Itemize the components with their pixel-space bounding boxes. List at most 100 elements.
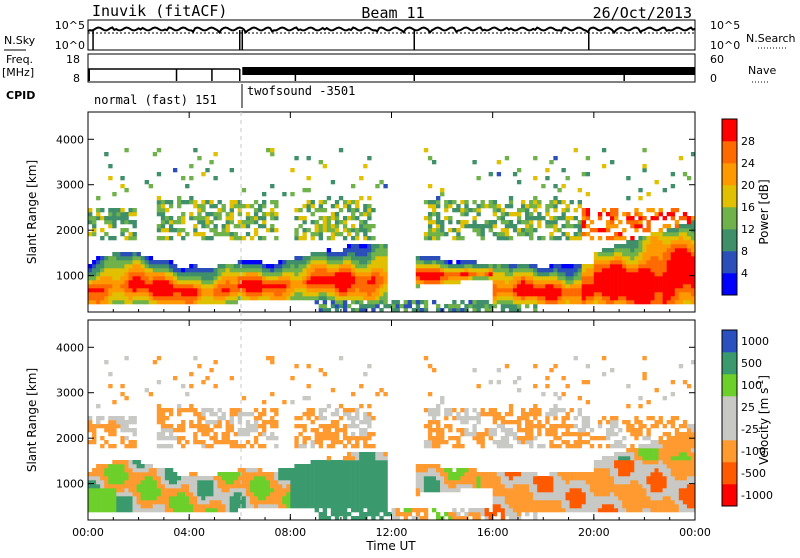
heatmap-cell (108, 472, 112, 476)
heatmap-cell (675, 232, 679, 236)
heatmap-cell (141, 496, 145, 500)
heatmap-cell (120, 508, 124, 512)
heatmap-cell (594, 256, 598, 260)
heatmap-cell (359, 428, 363, 432)
heatmap-cell (197, 420, 201, 424)
heatmap-cell (432, 408, 436, 412)
heatmap-cell (634, 240, 638, 244)
heatmap-cell (533, 228, 537, 232)
heatmap-cell (193, 296, 197, 300)
heatmap-cell (614, 420, 618, 424)
heatmap-cell (396, 512, 400, 516)
heatmap-cell (351, 452, 355, 456)
heatmap-cell (606, 288, 610, 292)
heatmap-cell (570, 472, 574, 476)
heatmap-cell (667, 472, 671, 476)
heatmap-cell (586, 380, 590, 384)
heatmap-cell (505, 232, 509, 236)
heatmap-cell (663, 460, 667, 464)
heatmap-cell (351, 280, 355, 284)
heatmap-cell (424, 300, 428, 304)
heatmap-cell (133, 236, 137, 240)
nsky-tick-top: 10^5 (55, 19, 85, 32)
heatmap-cell (367, 432, 371, 436)
heatmap-cell (574, 356, 578, 360)
heatmap-cell (193, 412, 197, 416)
heatmap-cell (157, 280, 161, 284)
heatmap-cell (307, 500, 311, 504)
heatmap-cell (497, 216, 501, 220)
heatmap-cell (602, 484, 606, 488)
heatmap-cell (112, 508, 116, 512)
heatmap-cell (594, 296, 598, 300)
heatmap-cell (626, 252, 630, 256)
heatmap-cell (481, 300, 485, 304)
heatmap-cell (590, 236, 594, 240)
heatmap-cell (594, 252, 598, 256)
heatmap-cell (157, 404, 161, 408)
heatmap-cell (549, 480, 553, 484)
heatmap-cell (667, 456, 671, 460)
heatmap-cell (428, 476, 432, 480)
heatmap-cell (598, 420, 602, 424)
heatmap-cell (100, 268, 104, 272)
heatmap-cell (659, 492, 663, 496)
heatmap-cell (642, 496, 646, 500)
heatmap-cell (444, 488, 448, 492)
heatmap-cell (440, 280, 444, 284)
heatmap-cell (606, 280, 610, 284)
heatmap-cell (679, 284, 683, 288)
heatmap-cell (667, 268, 671, 272)
heatmap-cell (193, 204, 197, 208)
heatmap-cell (533, 412, 537, 416)
heatmap-cell (529, 204, 533, 208)
heatmap-cell (525, 496, 529, 500)
heatmap-cell (367, 500, 371, 504)
heatmap-cell (468, 512, 472, 516)
heatmap-cell (683, 256, 687, 260)
heatmap-cell (513, 212, 517, 216)
heatmap-cell (145, 468, 149, 472)
heatmap-cell (185, 268, 189, 272)
heatmap-cell (124, 424, 128, 428)
heatmap-cell (424, 464, 428, 468)
heatmap-cell (250, 284, 254, 288)
heatmap-cell (327, 296, 331, 300)
heatmap-cell (258, 208, 262, 212)
heatmap-cell (157, 300, 161, 304)
heatmap-cell (145, 256, 149, 260)
heatmap-cell (610, 456, 614, 460)
heatmap-cell (630, 488, 634, 492)
heatmap-cell (533, 200, 537, 204)
heatmap-cell (307, 464, 311, 468)
heatmap-cell (141, 504, 145, 508)
heatmap-cell (124, 460, 128, 464)
heatmap-cell (116, 212, 120, 216)
heatmap-cell (557, 476, 561, 480)
heatmap-cell (161, 288, 165, 292)
heatmap-cell (331, 304, 335, 308)
heatmap-cell (242, 472, 246, 476)
heatmap-cell (347, 204, 351, 208)
heatmap-cell (646, 508, 650, 512)
heatmap-cell (521, 204, 525, 208)
heatmap-cell (509, 492, 513, 496)
heatmap-cell (420, 256, 424, 260)
heatmap-cell (553, 488, 557, 492)
heatmap-cell (622, 456, 626, 460)
heatmap-cell (173, 504, 177, 508)
heatmap-cell (598, 496, 602, 500)
heatmap-cell (343, 484, 347, 488)
heatmap-cell (177, 428, 181, 432)
heatmap-cell (104, 220, 108, 224)
heatmap-cell (250, 204, 254, 208)
heatmap-cell (598, 212, 602, 216)
heatmap-cell (149, 496, 153, 500)
heatmap-cell (456, 484, 460, 488)
heatmap-cell (614, 480, 618, 484)
heatmap-cell (675, 296, 679, 300)
heatmap-cell (347, 280, 351, 284)
heatmap-cell (145, 264, 149, 268)
heatmap-cell (323, 372, 327, 376)
heatmap-cell (141, 300, 145, 304)
